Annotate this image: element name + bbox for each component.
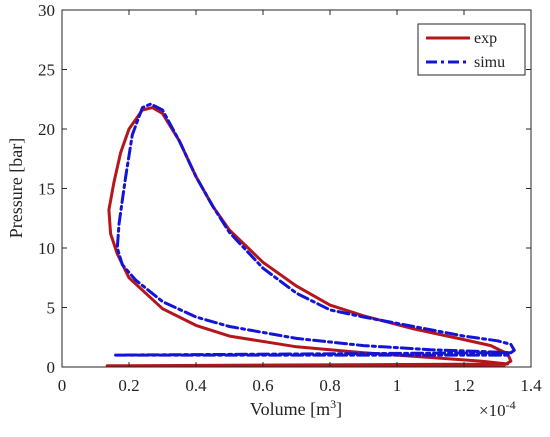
x-axis-multiplier: ×10-4 [479,398,516,420]
x-tick-label: 0.6 [252,376,273,395]
series-line-simu [114,102,516,357]
x-tick-label: 0.2 [118,376,139,395]
series-layer [105,102,516,368]
x-tick-label: 1.4 [520,376,542,395]
legend-label-simu: simu [474,54,505,71]
x-tick-label: 0.8 [319,376,340,395]
x-tick-label: 0.4 [185,376,207,395]
x-tick-label: 0 [58,376,67,395]
y-tick-label: 15 [38,180,55,199]
legend-box [417,23,526,76]
y-tick-label: 0 [47,358,56,377]
y-axis-ticks: 0 5 10 15 20 25 30 [38,1,531,377]
x-axis-label: Volume [m3] [250,397,342,419]
y-tick-label: 10 [38,239,55,258]
y-tick-label: 5 [47,299,56,318]
x-axis-ticks: 0 0.2 0.4 0.6 0.8 1 1.2 1.4 [58,10,542,395]
x-tick-label: 1 [393,376,402,395]
y-axis-label: Pressure [bar] [6,138,26,238]
legend-label-exp: exp [474,30,497,47]
y-tick-label: 30 [38,1,55,20]
x-tick-label: 1.2 [453,376,474,395]
y-tick-label: 20 [38,120,55,139]
legend: exp simu [417,23,526,76]
y-tick-label: 25 [38,61,55,80]
series-line-exp [105,106,513,368]
